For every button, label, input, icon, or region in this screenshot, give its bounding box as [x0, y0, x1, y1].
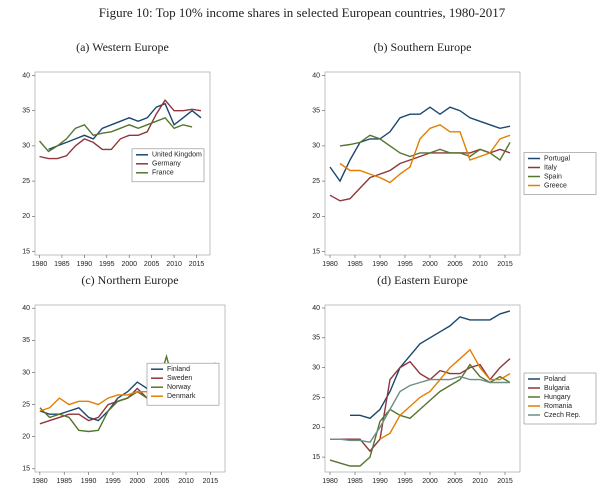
- legend-label: Romania: [544, 403, 572, 410]
- plot-frame: [324, 71, 521, 256]
- series-line: [329, 148, 511, 202]
- x-tick-label: 2005: [144, 261, 160, 268]
- y-tick-label: 20: [22, 213, 30, 220]
- x-tick-label: 1990: [81, 478, 97, 485]
- y-tick-label: 20: [312, 213, 320, 220]
- y-tick-label: 20: [22, 434, 30, 441]
- legend-frame: [131, 148, 205, 183]
- y-tick-label: 15: [22, 248, 30, 255]
- x-tick-label: 2000: [121, 261, 137, 268]
- y-tick-label: 35: [22, 108, 30, 115]
- plot-frame: [324, 304, 521, 473]
- panel-title: (a) Western Europe: [76, 40, 169, 54]
- legend-label: Spain: [544, 173, 562, 180]
- x-tick-label: 1995: [397, 478, 413, 485]
- plot-frame: [34, 71, 211, 256]
- panel-title: (c) Northern Europe: [81, 273, 178, 287]
- x-tick-label: 2000: [130, 478, 146, 485]
- series-line: [339, 124, 511, 184]
- y-tick-label: 20: [312, 424, 320, 431]
- legend-label: Sweden: [167, 375, 192, 382]
- series-line: [330, 358, 511, 453]
- x-tick-label: 2010: [472, 478, 488, 485]
- legend-label: Bulgaria: [544, 385, 570, 392]
- plot-frame: [34, 304, 226, 473]
- x-tick-label: 1980: [32, 261, 48, 268]
- series-line: [339, 134, 511, 162]
- x-tick-label: 1995: [99, 261, 115, 268]
- series-line: [38, 116, 193, 153]
- y-tick-label: 15: [22, 466, 30, 473]
- series-line: [379, 348, 511, 440]
- series-line: [330, 375, 510, 443]
- x-tick-label: 2015: [203, 478, 219, 485]
- y-tick-label: 40: [22, 72, 30, 79]
- y-tick-label: 35: [312, 335, 320, 342]
- x-tick-label: 1985: [56, 478, 72, 485]
- x-tick-label: 1980: [322, 478, 338, 485]
- legend-label: Czech Rep.: [544, 412, 581, 419]
- y-tick-label: 30: [22, 369, 30, 376]
- x-tick-label: 2005: [447, 261, 463, 268]
- legend-label: Portugal: [544, 155, 571, 162]
- y-tick-label: 30: [312, 364, 320, 371]
- legend-label: Germany: [152, 161, 181, 168]
- legend-label: Greece: [544, 182, 567, 189]
- legend-label: Italy: [544, 164, 557, 171]
- x-tick-label: 2005: [447, 478, 463, 485]
- x-tick-label: 2015: [497, 478, 513, 485]
- legend-label: Norway: [167, 384, 191, 391]
- legend-label: Poland: [544, 376, 566, 383]
- legend-label: United Kingdom: [152, 152, 202, 159]
- y-tick-label: 40: [312, 72, 320, 79]
- x-tick-label: 1985: [347, 261, 363, 268]
- y-tick-label: 25: [312, 394, 320, 401]
- y-tick-label: 15: [312, 454, 320, 461]
- y-tick-label: 30: [22, 143, 30, 150]
- x-tick-label: 1990: [372, 478, 388, 485]
- y-tick-label: 30: [312, 143, 320, 150]
- y-tick-label: 15: [312, 248, 320, 255]
- y-tick-label: 40: [22, 305, 30, 312]
- x-tick-label: 1980: [322, 261, 338, 268]
- legend-label: France: [152, 170, 174, 177]
- legend-frame: [146, 362, 220, 406]
- y-tick-label: 25: [22, 401, 30, 408]
- series-line: [329, 363, 511, 467]
- y-tick-label: 25: [22, 178, 30, 185]
- series-line: [48, 102, 202, 151]
- y-tick-label: 40: [312, 305, 320, 312]
- x-tick-label: 1985: [54, 261, 70, 268]
- x-tick-label: 2005: [154, 478, 170, 485]
- x-tick-label: 2000: [422, 261, 438, 268]
- y-tick-label: 35: [312, 108, 320, 115]
- x-tick-label: 2010: [472, 261, 488, 268]
- x-tick-label: 1995: [105, 478, 121, 485]
- series-line: [350, 310, 511, 420]
- x-tick-label: 1995: [397, 261, 413, 268]
- x-tick-label: 2015: [189, 261, 205, 268]
- figure-title: Figure 10: Top 10% income shares in sele…: [99, 5, 506, 20]
- legend-label: Denmark: [167, 393, 196, 400]
- x-tick-label: 1990: [372, 261, 388, 268]
- x-tick-label: 1985: [347, 478, 363, 485]
- y-tick-label: 35: [22, 337, 30, 344]
- x-tick-label: 2015: [497, 261, 513, 268]
- x-tick-label: 2010: [166, 261, 182, 268]
- x-tick-label: 2010: [178, 478, 194, 485]
- legend-label: Hungary: [544, 394, 571, 401]
- legend-frame: [523, 152, 597, 195]
- series-line: [39, 99, 202, 160]
- panel-title: (d) Eastern Europe: [377, 273, 468, 287]
- x-tick-label: 1990: [77, 261, 93, 268]
- x-tick-label: 1980: [32, 478, 48, 485]
- y-tick-label: 25: [312, 178, 320, 185]
- panel-title: (b) Southern Europe: [374, 40, 472, 54]
- legend-label: Finland: [167, 366, 190, 373]
- x-tick-label: 2000: [422, 478, 438, 485]
